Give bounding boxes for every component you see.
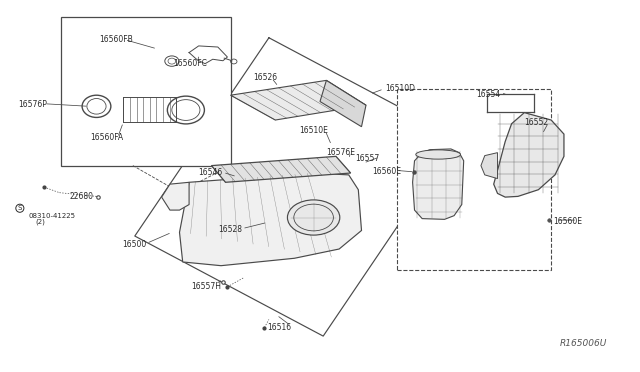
Text: 16560FA: 16560FA: [90, 133, 124, 142]
Text: 16500: 16500: [122, 240, 147, 249]
Text: 16557: 16557: [355, 154, 380, 163]
Polygon shape: [413, 149, 464, 219]
Text: 16576P: 16576P: [19, 100, 47, 109]
Polygon shape: [211, 156, 351, 182]
Text: 16552: 16552: [524, 119, 548, 128]
Polygon shape: [179, 173, 362, 266]
Text: S: S: [18, 205, 22, 211]
Text: 08310-41225: 08310-41225: [28, 213, 75, 219]
Ellipse shape: [287, 200, 340, 235]
Text: 16510E: 16510E: [300, 126, 328, 135]
Polygon shape: [162, 182, 189, 210]
Bar: [61, 17, 230, 166]
Polygon shape: [320, 80, 366, 127]
Text: 16560E: 16560E: [372, 167, 401, 176]
Text: 16546: 16546: [198, 168, 223, 177]
Text: R165006U: R165006U: [559, 339, 607, 348]
Text: 16560FC: 16560FC: [173, 59, 207, 68]
Text: 16557H: 16557H: [191, 282, 221, 291]
Text: 16516: 16516: [268, 323, 292, 332]
Text: (2): (2): [36, 219, 45, 225]
Text: 22680: 22680: [70, 192, 93, 201]
Polygon shape: [230, 80, 366, 120]
Ellipse shape: [416, 150, 461, 159]
Text: 16576E: 16576E: [326, 148, 355, 157]
Text: 16510D: 16510D: [385, 84, 415, 93]
Text: 16554: 16554: [476, 90, 500, 99]
Text: 16560E: 16560E: [553, 217, 582, 226]
Polygon shape: [481, 153, 497, 179]
Text: 16528: 16528: [218, 225, 242, 234]
Bar: [397, 89, 551, 270]
Polygon shape: [493, 113, 564, 197]
Text: 16560FB: 16560FB: [100, 35, 133, 44]
Text: 16526: 16526: [253, 73, 277, 82]
